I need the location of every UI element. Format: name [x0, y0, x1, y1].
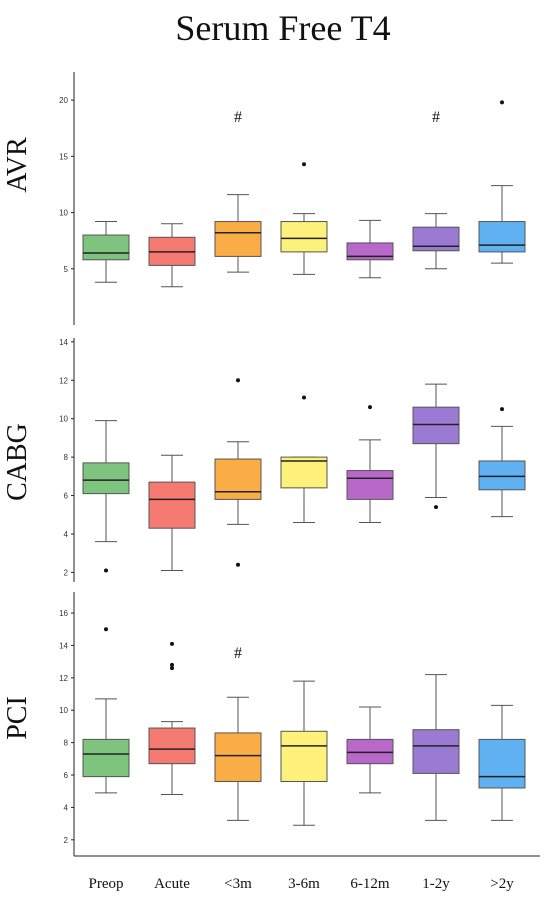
- y-tick-label: 15: [59, 152, 68, 161]
- iqr-box: [214, 221, 262, 257]
- iqr-box: [412, 729, 460, 774]
- y-tick-label: 6: [64, 492, 69, 501]
- box-<3m: [214, 378, 262, 567]
- iqr-box: [412, 226, 460, 252]
- box-1-2y: [412, 674, 460, 821]
- iqr-box: [346, 738, 394, 765]
- box-Preop: [82, 627, 130, 794]
- y-tick-label: 10: [59, 209, 68, 218]
- box-3-6m: [280, 395, 328, 523]
- y-tick-label: 20: [59, 96, 68, 105]
- box-Acute: [148, 454, 196, 571]
- box-Acute: [148, 641, 196, 795]
- panel-cabg: CABG 2 4 6 8 10 12 14: [2, 338, 526, 582]
- panel-label: CABG: [2, 423, 33, 501]
- iqr-box: [148, 727, 196, 765]
- significance-mark: #: [234, 645, 242, 662]
- x-category-label: Preop: [89, 876, 124, 892]
- outlier-point: [236, 378, 240, 383]
- outlier-point: [170, 662, 174, 667]
- iqr-box: [82, 234, 130, 261]
- iqr-box: [346, 470, 394, 500]
- iqr-box: [280, 730, 328, 782]
- x-category-label: >2y: [490, 876, 514, 892]
- significance-mark: #: [432, 109, 440, 126]
- outlier-point: [236, 562, 240, 567]
- iqr-box: [412, 406, 460, 445]
- outlier-point: [302, 395, 306, 400]
- y-tick-label: 16: [59, 609, 68, 618]
- x-category-label: 3-6m: [288, 876, 320, 892]
- chart-title: Serum Free T4: [175, 8, 390, 48]
- box-1-2y: [412, 213, 460, 270]
- box->2y: [478, 100, 526, 264]
- y-tick-label: 10: [59, 415, 68, 424]
- y-tick-label: 10: [59, 706, 68, 715]
- y-tick-label: 4: [64, 803, 69, 812]
- iqr-box: [148, 481, 196, 529]
- outlier-point: [104, 568, 108, 573]
- iqr-box: [280, 456, 328, 489]
- box-3-6m: [280, 680, 328, 826]
- box->2y: [478, 704, 526, 821]
- box-<3m: [214, 194, 262, 273]
- iqr-box: [280, 221, 328, 253]
- y-tick-label: 12: [59, 376, 68, 385]
- box-Preop: [82, 221, 130, 283]
- outlier-point: [500, 100, 504, 105]
- iqr-box: [478, 460, 526, 491]
- outlier-point: [170, 641, 174, 646]
- y-tick-label: 2: [64, 568, 69, 577]
- y-tick-label: 2: [64, 836, 69, 845]
- outlier-point: [434, 505, 438, 510]
- y-tick-label: 6: [64, 771, 69, 780]
- iqr-box: [214, 458, 262, 500]
- x-category-labels: Preop Acute <3m 3-6m 6-12m 1-2y >2y: [89, 876, 515, 892]
- box-1-2y: [412, 383, 460, 510]
- box-6-12m: [346, 405, 394, 523]
- box-Preop: [82, 420, 130, 573]
- iqr-box: [82, 738, 130, 778]
- iqr-box: [478, 738, 526, 789]
- box-3-6m: [280, 162, 328, 275]
- y-tick-label: 12: [59, 674, 68, 683]
- box-6-12m: [346, 219, 394, 279]
- outlier-point: [368, 405, 372, 410]
- panel-pci: PCI 2 4 6 8 10 12 14 16 #: [2, 592, 526, 856]
- box->2y: [478, 407, 526, 518]
- y-tick-label: 14: [59, 641, 68, 650]
- box-Acute: [148, 223, 196, 288]
- y-tick-label: 14: [59, 338, 68, 347]
- x-category-label: 1-2y: [422, 876, 450, 892]
- outlier-point: [302, 162, 306, 167]
- box-6-12m: [346, 706, 394, 794]
- box-<3m: [214, 696, 262, 821]
- outlier-point: [500, 407, 504, 412]
- y-tick-label: 8: [64, 739, 69, 748]
- iqr-box: [82, 462, 130, 495]
- panel-avr: AVR 5 10 15 20 # #: [2, 72, 526, 325]
- significance-mark: #: [234, 109, 242, 126]
- x-category-label: 6-12m: [350, 876, 389, 892]
- x-category-label: <3m: [224, 876, 252, 892]
- outlier-point: [170, 666, 174, 671]
- panel-label: AVR: [2, 137, 33, 193]
- panels: AVR 5 10 15 20 # # CABG 2 4 6 8 10 12 14 PCI 2 4 6 8 10 12 14 1…: [2, 72, 540, 857]
- iqr-box: [214, 732, 262, 782]
- y-tick-label: 8: [64, 453, 69, 462]
- panel-label: PCI: [2, 696, 33, 740]
- y-tick-label: 5: [64, 265, 69, 274]
- x-category-label: Acute: [154, 876, 190, 892]
- y-tick-label: 4: [64, 530, 69, 539]
- iqr-box: [478, 221, 526, 253]
- outlier-point: [104, 627, 108, 632]
- iqr-box: [346, 242, 394, 261]
